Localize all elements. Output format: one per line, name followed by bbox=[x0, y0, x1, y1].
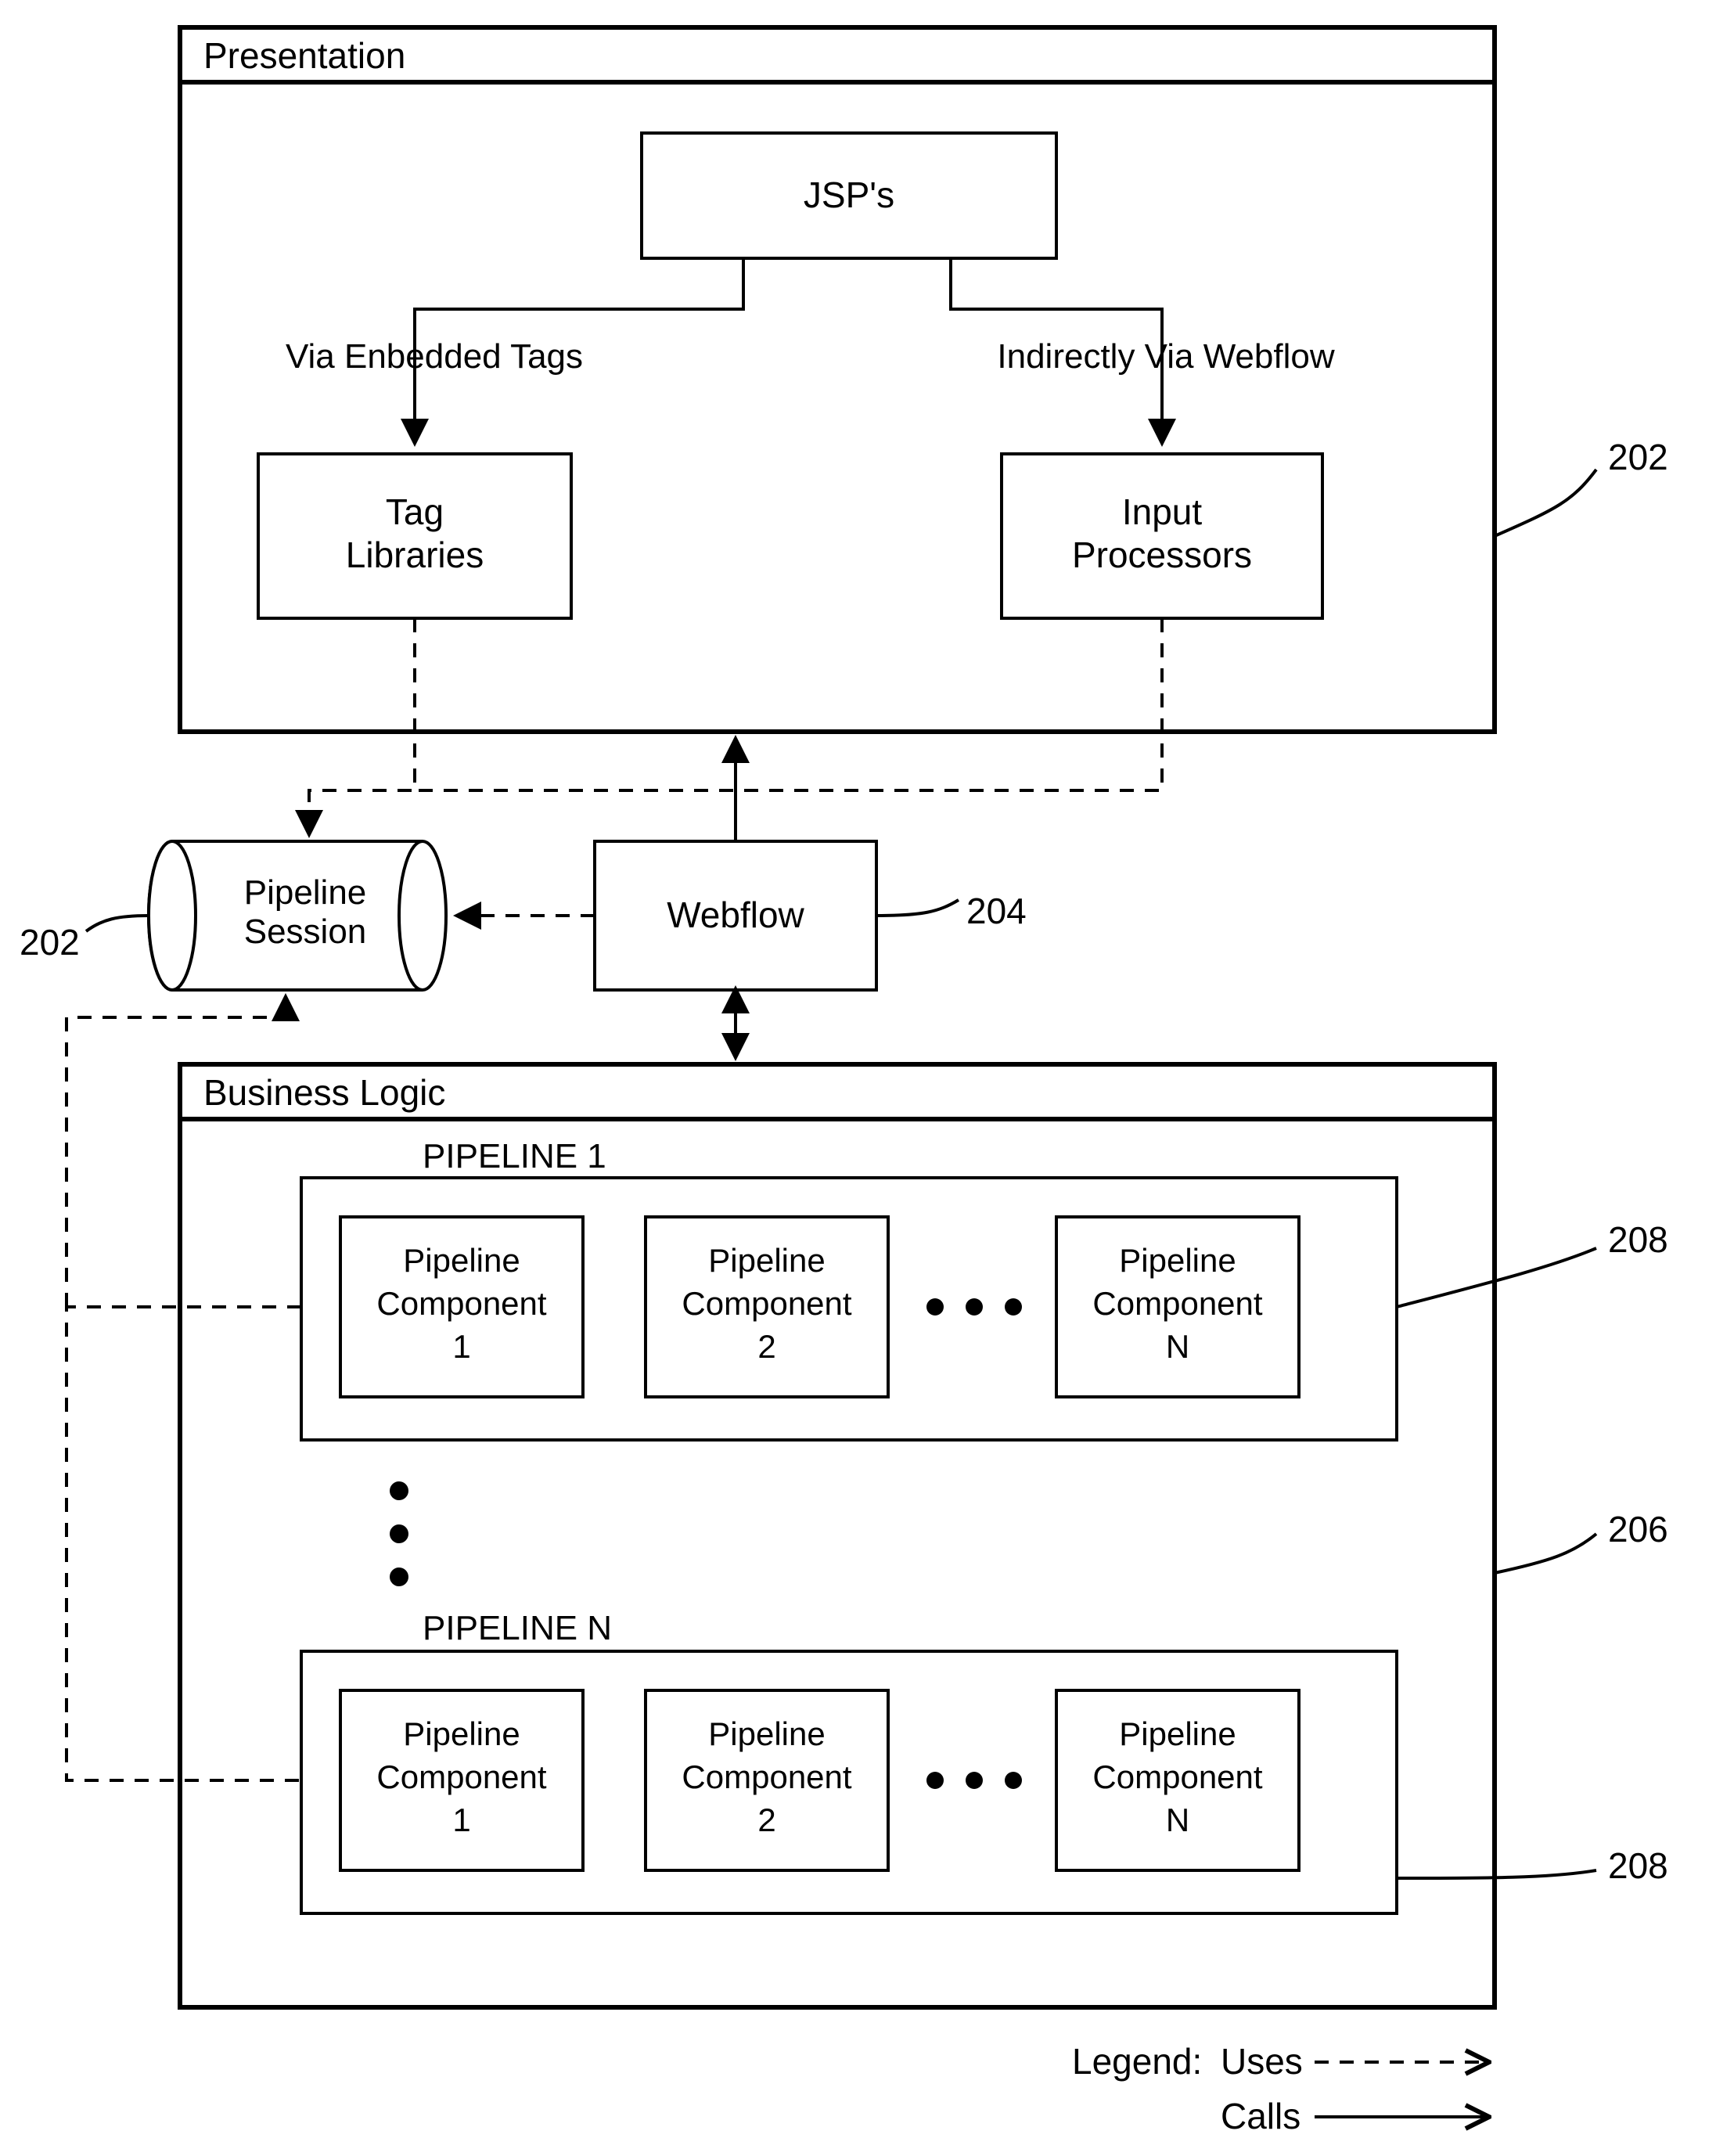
pipeline-session-ref: 202 bbox=[20, 922, 80, 963]
legend-prefix: Legend: bbox=[1072, 2041, 1202, 2082]
business-ref: 206 bbox=[1608, 1509, 1668, 1550]
pNc1-l3: 1 bbox=[452, 1801, 470, 1838]
jsps-label: JSP's bbox=[804, 175, 894, 215]
via-embedded-label: Via Enbedded Tags bbox=[286, 337, 583, 376]
pipeline-session-l2: Session bbox=[244, 912, 367, 951]
legend-uses: Uses bbox=[1221, 2041, 1303, 2082]
p1c2-l1: Pipeline bbox=[708, 1242, 825, 1279]
presentation-title: Presentation bbox=[203, 35, 405, 76]
p1cN-l1: Pipeline bbox=[1119, 1242, 1236, 1279]
legend: Legend: Uses Calls bbox=[1072, 2041, 1487, 2136]
pipeline1-ref: 208 bbox=[1608, 1219, 1668, 1260]
presentation-container: Presentation JSP's Via Enbedded Tags Ind… bbox=[180, 27, 1668, 732]
pipelineN-title: PIPELINE N bbox=[423, 1609, 612, 1647]
pNc2-l2: Component bbox=[682, 1758, 851, 1795]
presentation-ref: 202 bbox=[1608, 437, 1668, 477]
p1c1-l3: 1 bbox=[452, 1328, 470, 1365]
business-title: Business Logic bbox=[203, 1072, 445, 1113]
pNcN-l3: N bbox=[1166, 1801, 1189, 1838]
via-webflow-label: Indirectly Via Webflow bbox=[997, 337, 1334, 376]
business-logic-container: Business Logic PIPELINE 1 Pipeline Compo… bbox=[180, 1064, 1668, 2007]
architecture-diagram: Presentation JSP's Via Enbedded Tags Ind… bbox=[0, 0, 1716, 2156]
pipeline1-title: PIPELINE 1 bbox=[423, 1137, 606, 1175]
pNc2-l1: Pipeline bbox=[708, 1715, 825, 1752]
pNcN-l2: Component bbox=[1092, 1758, 1262, 1795]
legend-calls: Calls bbox=[1221, 2096, 1300, 2136]
pNc1-l2: Component bbox=[376, 1758, 546, 1795]
input-proc-l2: Processors bbox=[1072, 535, 1252, 575]
pipeline-session-cylinder: Pipeline Session 202 bbox=[20, 841, 446, 990]
pipelineN-ref: 208 bbox=[1608, 1845, 1668, 1886]
input-proc-l1: Input bbox=[1122, 491, 1203, 532]
pNc2-l3: 2 bbox=[757, 1801, 775, 1838]
p1cN-l2: Component bbox=[1092, 1285, 1262, 1322]
pNcN-l1: Pipeline bbox=[1119, 1715, 1236, 1752]
pipeline-session-l1: Pipeline bbox=[244, 873, 367, 912]
p1c1-l1: Pipeline bbox=[403, 1242, 520, 1279]
pNc1-l1: Pipeline bbox=[403, 1715, 520, 1752]
p1c1-l2: Component bbox=[376, 1285, 546, 1322]
p1c2-l3: 2 bbox=[757, 1328, 775, 1365]
p1cN-l3: N bbox=[1166, 1328, 1189, 1365]
tag-libraries-l2: Libraries bbox=[346, 535, 484, 575]
p1c2-l2: Component bbox=[682, 1285, 851, 1322]
webflow-label: Webflow bbox=[667, 894, 804, 935]
webflow-ref: 204 bbox=[966, 891, 1027, 931]
tag-libraries-l1: Tag bbox=[386, 491, 444, 532]
